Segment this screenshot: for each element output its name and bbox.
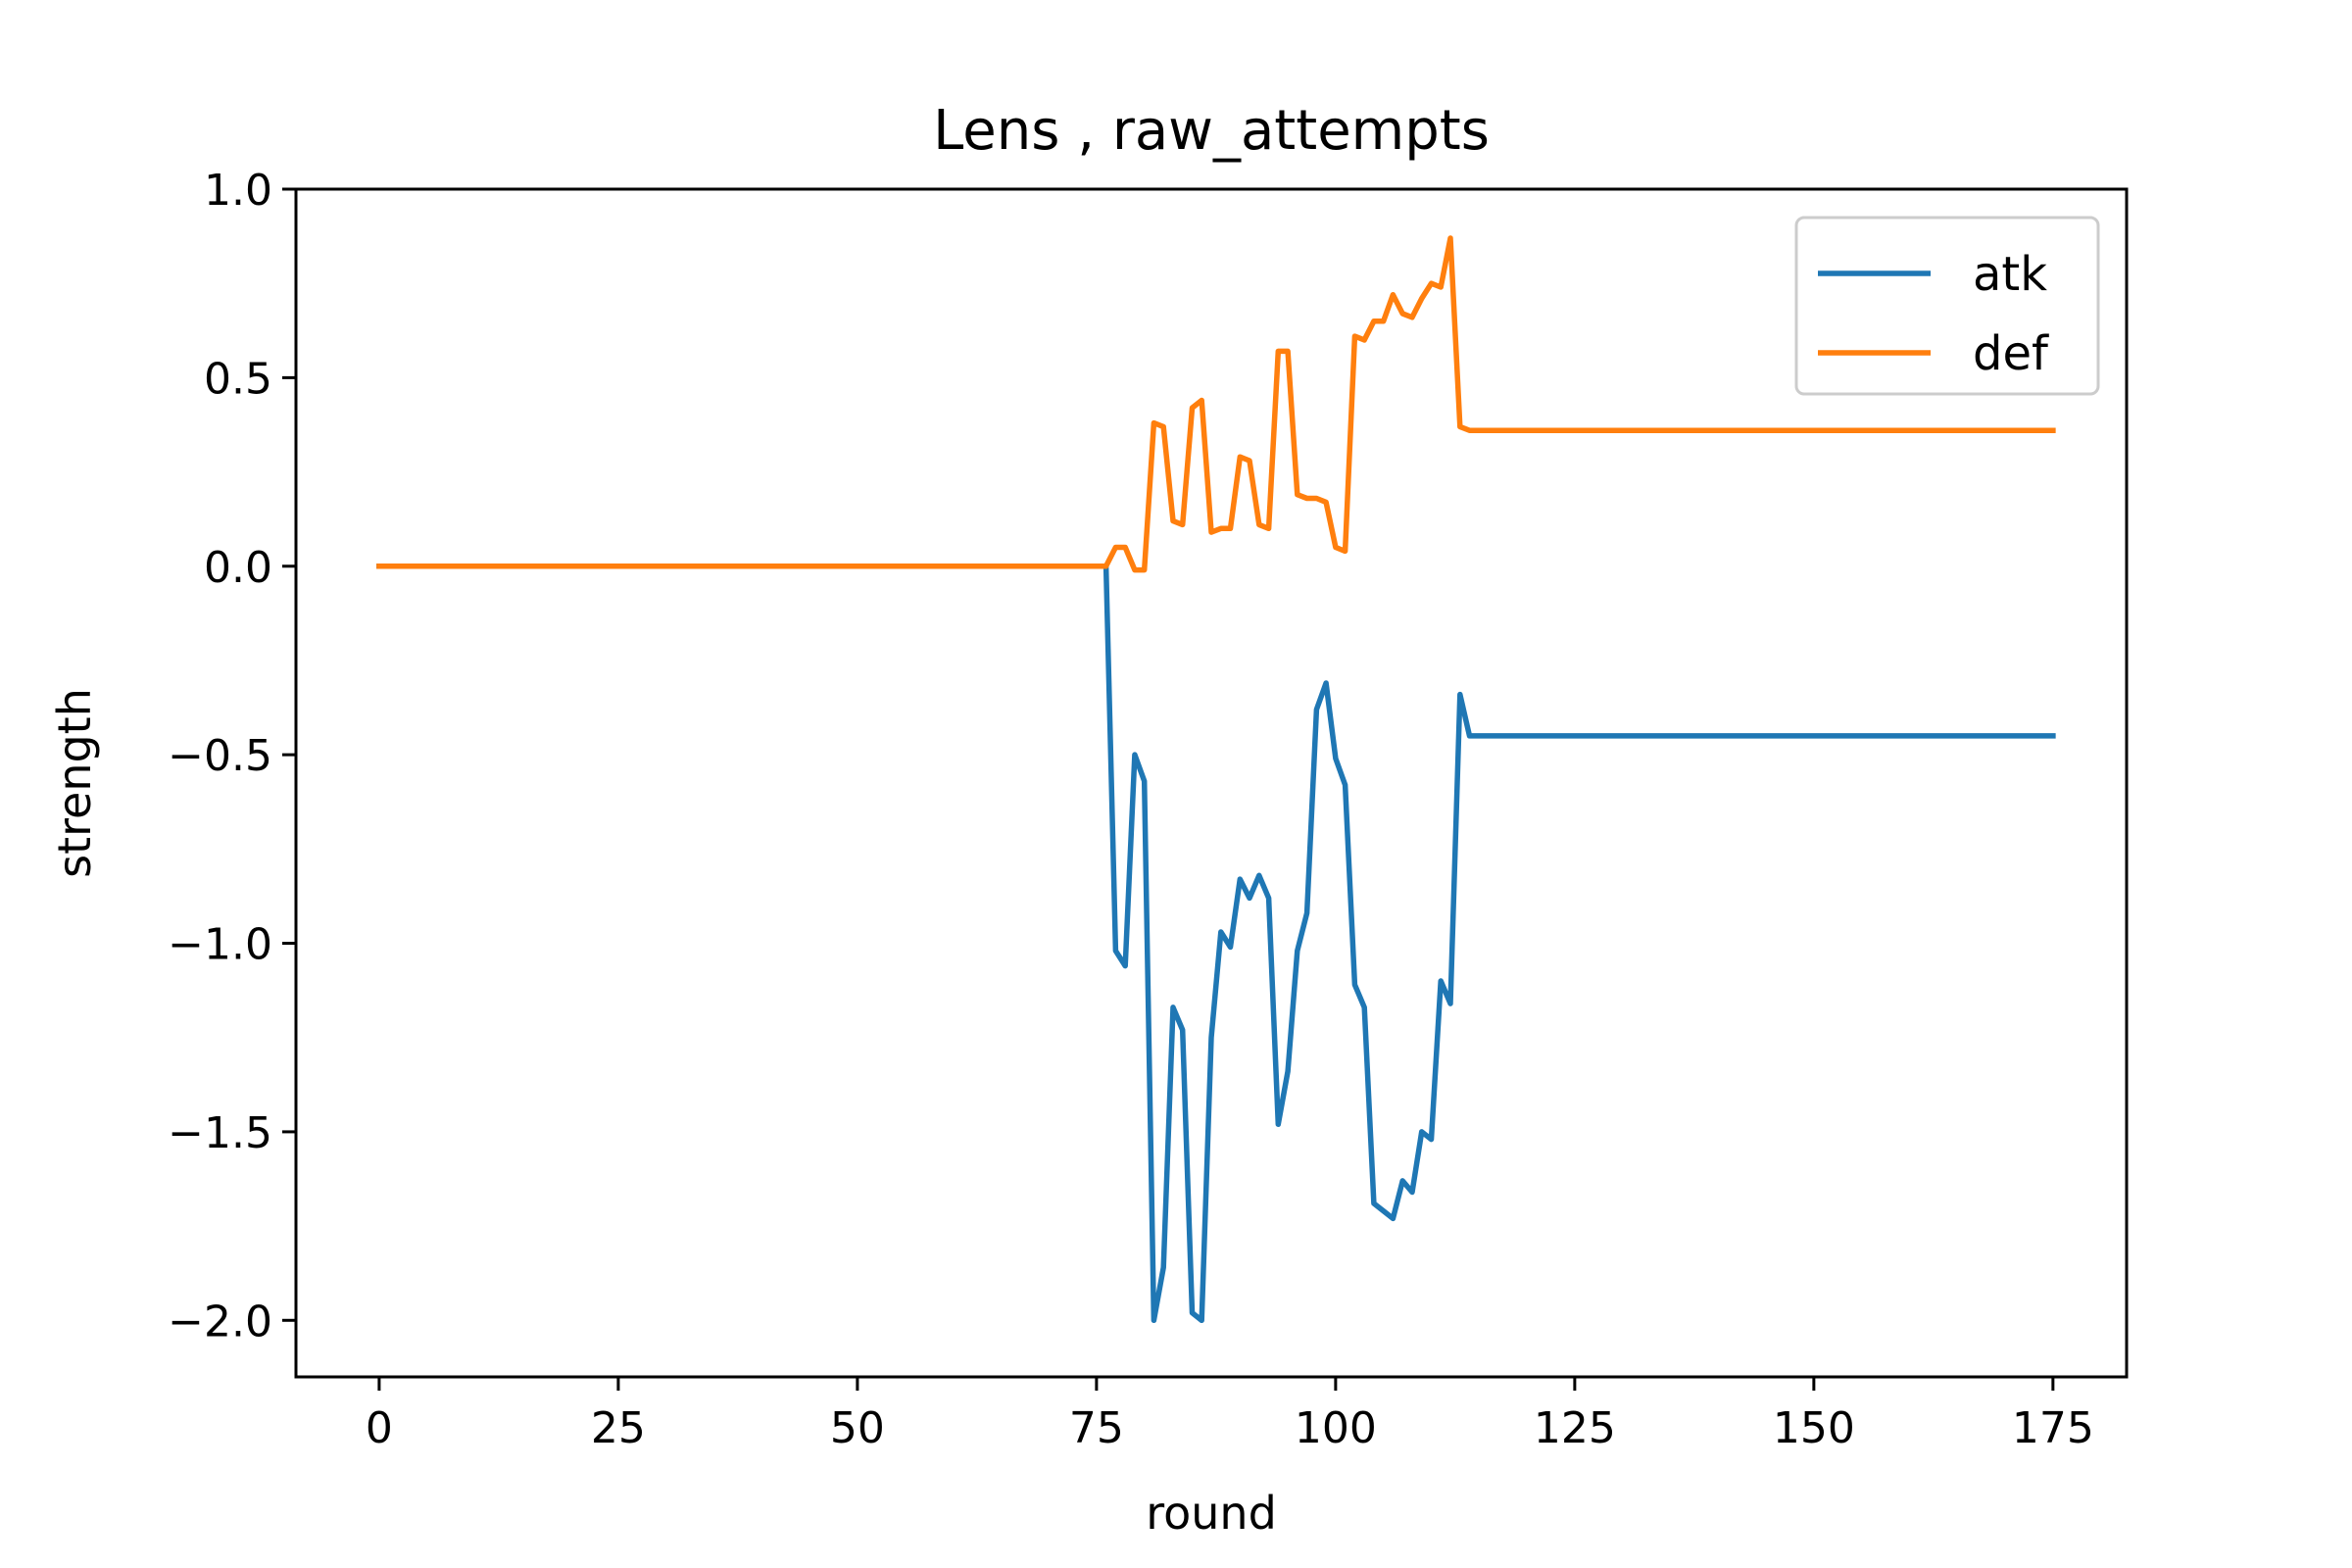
plot-frame (294, 187, 2129, 1379)
x-tick-label: 150 (1773, 1403, 1855, 1453)
chart-title: Lens , raw_attempts (933, 99, 1490, 163)
x-tick-label: 0 (366, 1403, 393, 1453)
x-tick-label: 50 (830, 1403, 885, 1453)
x-tick-label: 175 (2012, 1403, 2094, 1453)
legend-label-def: def (1973, 326, 2049, 381)
y-tick-label: 0.5 (204, 354, 272, 404)
y-tick-label: 0.0 (204, 543, 272, 593)
y-tick-label: −2.0 (168, 1297, 272, 1347)
legend-box (1794, 216, 2100, 396)
x-tick-label: 75 (1069, 1403, 1124, 1453)
series-layer (376, 235, 2056, 1324)
y-tick-label: −1.0 (168, 920, 272, 970)
x-tick-label: 25 (591, 1403, 646, 1453)
series-line-atk (376, 564, 2056, 1324)
x-axis: 0 25 50 75 100 125 150 175 (366, 1377, 2094, 1453)
y-tick-label: −1.5 (168, 1108, 272, 1158)
y-tick-label: −0.5 (168, 731, 272, 781)
y-axis-label: strength (48, 688, 101, 878)
x-tick-label: 125 (1534, 1403, 1616, 1453)
x-tick-label: 100 (1295, 1403, 1377, 1453)
x-axis-label: round (1146, 1487, 1277, 1540)
legend-label-atk: atk (1973, 247, 2047, 302)
legend: atk def (1794, 216, 2100, 396)
y-axis: 1.0 0.5 0.0 −0.5 −1.0 −1.5 −2.0 (168, 166, 296, 1347)
y-tick-label: 1.0 (204, 166, 272, 216)
series-line-def (376, 235, 2056, 573)
